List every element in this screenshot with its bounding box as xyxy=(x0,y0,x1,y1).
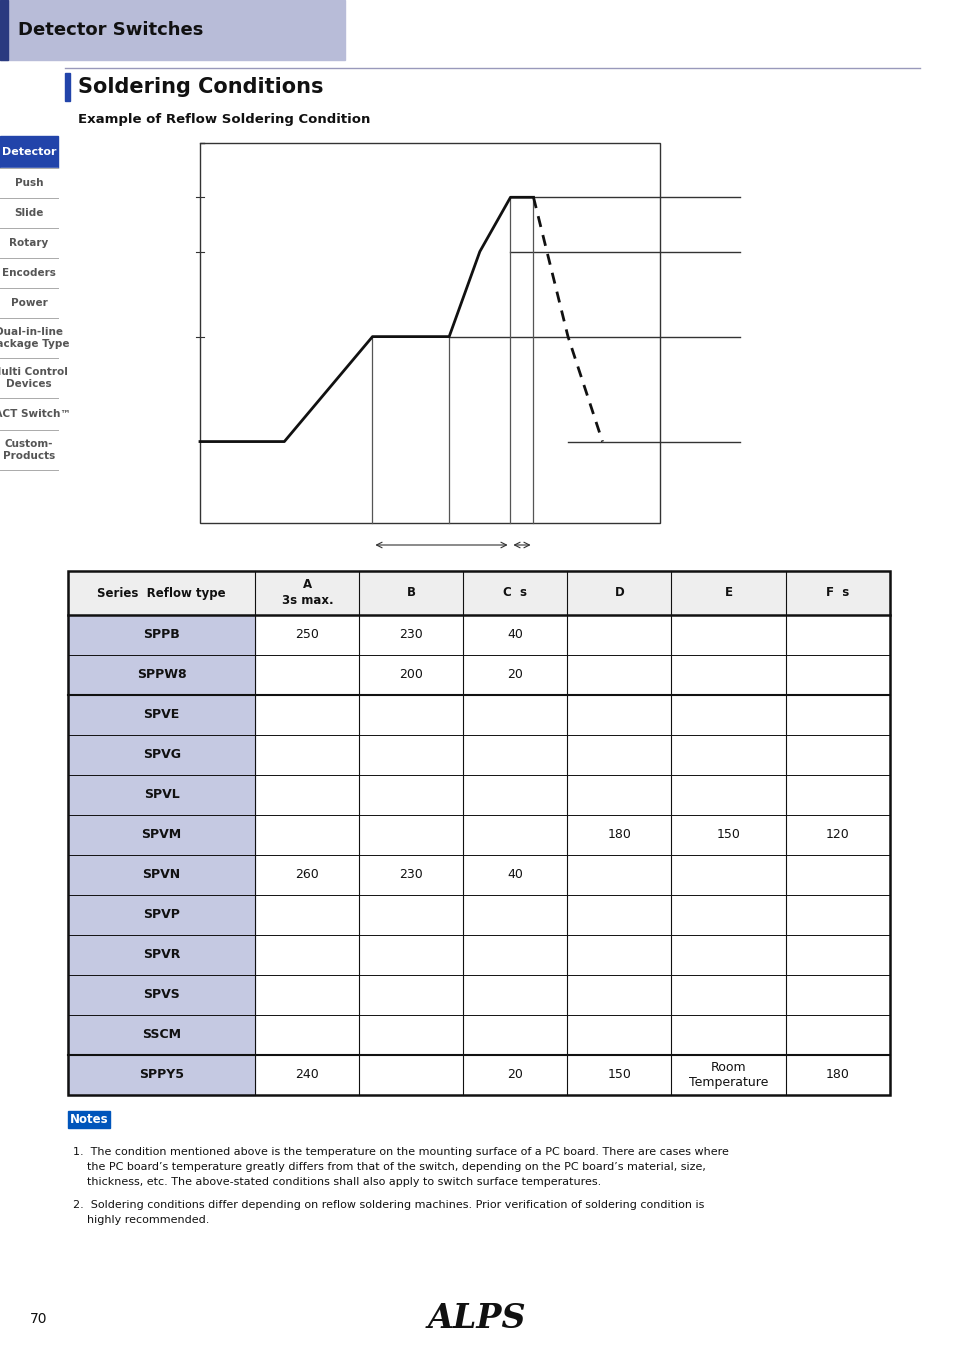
Bar xyxy=(65,73,70,101)
Text: TACT Switch™: TACT Switch™ xyxy=(0,409,71,419)
Bar xyxy=(68,894,255,935)
Bar xyxy=(68,975,255,1015)
Text: SPPW8: SPPW8 xyxy=(136,669,186,681)
Text: SPPY5: SPPY5 xyxy=(139,1069,184,1082)
Bar xyxy=(68,855,255,894)
Text: the PC board’s temperature greatly differs from that of the switch, depending on: the PC board’s temperature greatly diffe… xyxy=(73,1162,705,1173)
Bar xyxy=(0,358,58,399)
Text: Multi Control
Devices: Multi Control Devices xyxy=(0,367,68,389)
Text: SPVR: SPVR xyxy=(143,948,180,962)
Text: 20: 20 xyxy=(507,669,523,681)
Bar xyxy=(0,430,58,470)
Text: 1.  The condition mentioned above is the temperature on the mounting surface of : 1. The condition mentioned above is the … xyxy=(73,1147,728,1156)
Text: 150: 150 xyxy=(607,1069,631,1082)
Text: A
3s max.: A 3s max. xyxy=(281,578,333,608)
Text: B: B xyxy=(406,586,416,600)
Bar xyxy=(68,735,255,775)
Bar xyxy=(68,935,255,975)
Bar xyxy=(68,1111,110,1128)
Text: Slide: Slide xyxy=(14,208,44,218)
Bar xyxy=(0,0,8,59)
Text: SPPB: SPPB xyxy=(143,628,180,642)
Text: Detector: Detector xyxy=(2,147,56,157)
Text: Custom-
Products: Custom- Products xyxy=(3,439,55,461)
Text: Soldering Conditions: Soldering Conditions xyxy=(78,77,323,97)
Text: SSCM: SSCM xyxy=(142,1028,181,1042)
Bar xyxy=(0,199,58,228)
Bar xyxy=(68,1055,255,1096)
Text: Room
Temperature: Room Temperature xyxy=(688,1061,767,1089)
Bar xyxy=(68,571,889,1096)
Bar xyxy=(0,228,58,258)
Text: SPVM: SPVM xyxy=(141,828,181,842)
Text: Encoders: Encoders xyxy=(2,267,56,278)
Bar xyxy=(68,655,255,694)
Bar xyxy=(0,0,345,59)
Text: thickness, etc. The above-stated conditions shall also apply to switch surface t: thickness, etc. The above-stated conditi… xyxy=(73,1177,600,1188)
Text: SPVP: SPVP xyxy=(143,908,180,921)
Text: E: E xyxy=(724,586,732,600)
Text: SPVS: SPVS xyxy=(143,989,180,1001)
Text: 2.  Soldering conditions differ depending on reflow soldering machines. Prior ve: 2. Soldering conditions differ depending… xyxy=(73,1200,703,1210)
Text: SPVL: SPVL xyxy=(144,789,179,801)
Text: C  s: C s xyxy=(503,586,527,600)
Bar xyxy=(0,399,58,430)
Text: 230: 230 xyxy=(399,869,423,881)
Text: SPVG: SPVG xyxy=(143,748,180,762)
Text: 230: 230 xyxy=(399,628,423,642)
Text: 250: 250 xyxy=(295,628,319,642)
Text: Example of Reflow Soldering Condition: Example of Reflow Soldering Condition xyxy=(78,112,370,126)
Bar xyxy=(0,168,58,199)
Text: highly recommended.: highly recommended. xyxy=(73,1215,209,1225)
Text: Detector Switches: Detector Switches xyxy=(18,22,203,39)
Bar xyxy=(68,1015,255,1055)
Bar xyxy=(0,317,58,358)
Text: Series  Reflow type: Series Reflow type xyxy=(97,586,226,600)
Bar xyxy=(200,143,659,523)
Text: F  s: F s xyxy=(825,586,849,600)
Bar xyxy=(0,136,58,168)
Text: SPVN: SPVN xyxy=(142,869,180,881)
Text: ALPS: ALPS xyxy=(427,1302,526,1336)
Text: 70: 70 xyxy=(30,1312,48,1325)
Text: 180: 180 xyxy=(825,1069,849,1082)
Text: 150: 150 xyxy=(716,828,740,842)
Text: Power: Power xyxy=(10,299,48,308)
Text: 200: 200 xyxy=(399,669,423,681)
Text: 240: 240 xyxy=(295,1069,319,1082)
Text: 40: 40 xyxy=(507,869,523,881)
Text: D: D xyxy=(614,586,623,600)
Text: 20: 20 xyxy=(507,1069,523,1082)
Text: 180: 180 xyxy=(607,828,631,842)
Text: Rotary: Rotary xyxy=(10,238,49,249)
Bar xyxy=(68,694,255,735)
Bar xyxy=(68,775,255,815)
Bar xyxy=(68,571,889,615)
Text: 120: 120 xyxy=(825,828,849,842)
Text: 40: 40 xyxy=(507,628,523,642)
Bar xyxy=(68,815,255,855)
Text: SPVE: SPVE xyxy=(143,708,179,721)
Bar xyxy=(68,615,255,655)
Text: Push: Push xyxy=(14,178,43,188)
Bar xyxy=(0,258,58,288)
Text: Dual-in-line
Package Type: Dual-in-line Package Type xyxy=(0,327,70,349)
Text: Notes: Notes xyxy=(70,1113,109,1125)
Text: 260: 260 xyxy=(295,869,319,881)
Bar xyxy=(0,288,58,317)
